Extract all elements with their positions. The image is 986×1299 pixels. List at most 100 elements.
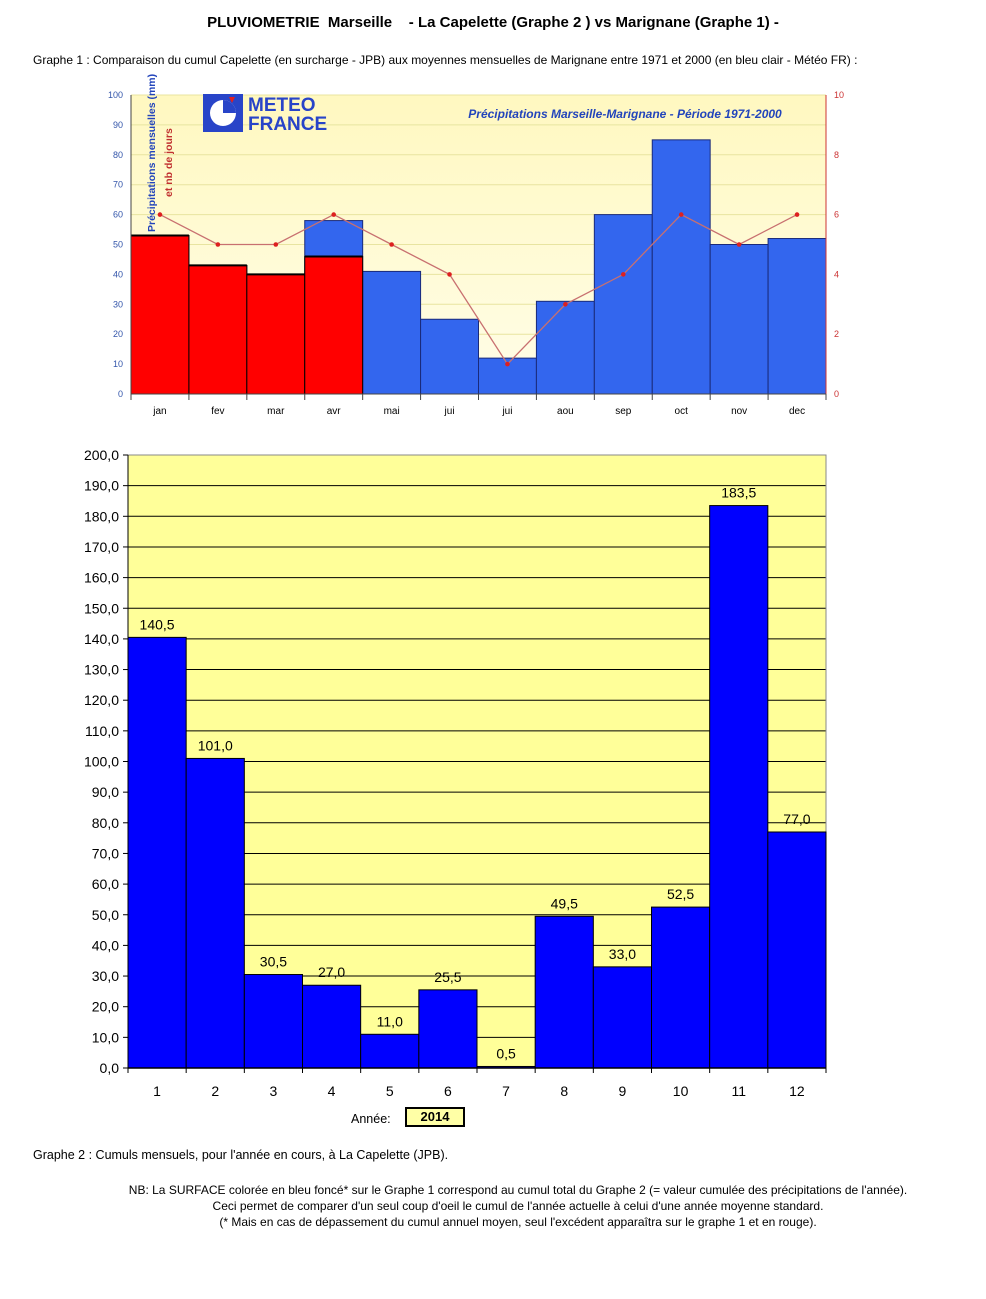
chart1-days-point (794, 212, 800, 217)
chart1-x-label: oct (675, 406, 689, 417)
chart1-bar-average (651, 139, 711, 395)
chart2-x-label: 1 (153, 1083, 161, 1099)
page-title: PLUVIOMETRIE Marseille - La Capelette (G… (207, 14, 779, 31)
chart2-ytick-label: 130,0 (84, 662, 119, 678)
chart1-days-point (736, 242, 742, 247)
chart2-ytick-label: 180,0 (84, 508, 119, 524)
chart1-ytick-label: 30 (113, 299, 123, 309)
chart2-x-label: 2 (211, 1083, 219, 1099)
chart2-x-label: 9 (619, 1083, 627, 1099)
chart1-bar-capelette-overlay (188, 264, 248, 395)
chart2-ytick-label: 10,0 (92, 1029, 119, 1045)
chart2-ytick-label: 90,0 (92, 784, 119, 800)
chart1-y2tick-label: 2 (834, 329, 839, 339)
chart2-x-label: 3 (270, 1083, 278, 1099)
chart2-x-label: 5 (386, 1083, 394, 1099)
chart2-value-label: 30,5 (260, 954, 287, 970)
chart1-x-label: avr (327, 406, 342, 417)
chart1-days-point (678, 212, 684, 217)
chart2-bar (127, 636, 187, 1069)
chart2-ytick-label: 190,0 (84, 478, 119, 494)
nb-line-3: (* Mais en cas de dépassement du cumul a… (219, 1215, 817, 1229)
chart2-ytick-label: 200,0 (84, 447, 119, 463)
chart2-value-label: 11,0 (377, 1013, 403, 1029)
chart2-bar (185, 757, 245, 1069)
chart1-days-point (215, 242, 221, 247)
chart1-title: Précipitations Marseille-Marignane - Pér… (468, 107, 782, 121)
chart2-value-label: 77,0 (783, 811, 810, 827)
logo-line2: FRANCE (248, 114, 327, 135)
chart2-value-label: 33,0 (609, 946, 636, 962)
chart1-ytick-label: 50 (113, 240, 123, 250)
chart1-ylabel-part1: Précipitations mensuelles (mm) (146, 74, 158, 232)
chart2-x-label: 10 (673, 1083, 689, 1099)
chart1-bar-average (767, 238, 827, 395)
chart1-days-point (331, 212, 337, 217)
chart1-days-point (563, 302, 568, 307)
logo-line1: METEO (248, 95, 316, 116)
chart1-days-point (447, 272, 452, 277)
chart2-ytick-label: 80,0 (92, 815, 119, 831)
chart1-ytick-label: 80 (113, 150, 123, 160)
chart2-bar (709, 505, 769, 1069)
chart2-bar (476, 1065, 536, 1069)
annee-value[interactable]: 2014 (405, 1107, 465, 1127)
chart1-bar-capelette-overlay (304, 255, 364, 395)
chart2-bar (418, 989, 478, 1069)
chart2-x-label: 6 (444, 1083, 452, 1099)
chart1-bar-average (593, 214, 653, 395)
chart2-ytick-label: 110,0 (85, 723, 119, 739)
chart2-ytick-label: 140,0 (84, 631, 119, 647)
chart2-value-label: 27,0 (318, 964, 345, 980)
chart2-bar (651, 906, 711, 1069)
nb-line-2: Ceci permet de comparer d'un seul coup d… (212, 1199, 824, 1213)
chart2-value-label: 0,5 (496, 1045, 516, 1061)
chart2-ytick-label: 120,0 (84, 692, 119, 708)
chart1-ytick-label: 0 (118, 389, 123, 399)
chart1-ytick-label: 20 (113, 329, 123, 339)
chart2-value-label: 101,0 (198, 737, 233, 753)
chart2-plot-area (128, 455, 826, 1068)
chart2-ytick-label: 0,0 (100, 1060, 120, 1076)
chart1-bar-average (420, 318, 480, 395)
chart2-ytick-label: 40,0 (92, 937, 119, 953)
chart1-days-point (505, 361, 510, 367)
chart1-x-label: dec (789, 406, 805, 417)
chart1-y2tick-label: 0 (834, 389, 839, 399)
chart1-ytick-label: 40 (113, 269, 123, 279)
chart2-x-label: 7 (502, 1083, 510, 1099)
chart1-x-label: nov (731, 406, 747, 417)
chart2-ytick-label: 100,0 (84, 754, 119, 770)
chart1-ytick-label: 60 (113, 210, 123, 220)
chart1-ytick-label: 90 (113, 120, 123, 130)
graph2-caption: Graphe 2 : Cumuls mensuels, pour l'année… (33, 1148, 449, 1162)
chart2-value-label: 52,5 (667, 886, 694, 902)
chart1-x-label: jui (444, 406, 455, 417)
chart2-x-label: 11 (731, 1083, 746, 1099)
chart2-value-label: 25,5 (434, 969, 461, 985)
chart2-x-label: 4 (328, 1083, 336, 1099)
chart2-value-label: 140,5 (140, 616, 175, 632)
chart2-plot-border (127, 454, 827, 1069)
chart1-y2tick-label: 4 (834, 269, 839, 279)
chart1-ylabel-part2: et nb de jours (163, 128, 175, 197)
meteo-france-logo: METEO FRANCE (203, 94, 327, 135)
chart1-x-label: aou (557, 406, 574, 417)
chart2-ytick-label: 60,0 (92, 876, 119, 892)
chart1-y2tick-label: 6 (834, 210, 839, 220)
chart1-x-label: jan (152, 406, 166, 417)
chart1-bar-average (709, 244, 769, 395)
chart2-ytick-label: 30,0 (92, 968, 119, 984)
chart2-x-label: 8 (560, 1083, 568, 1099)
chart1-ytick-label: 10 (113, 359, 123, 369)
chart1-x-label: sep (615, 406, 632, 417)
nb-note: NB: La SURFACE colorée en bleu foncé* su… (30, 1182, 986, 1230)
chart1-x-label: mar (267, 406, 285, 417)
chart1-x-label: jui (501, 406, 512, 417)
chart2-bar (360, 1033, 420, 1069)
chart2-ytick-label: 20,0 (92, 999, 119, 1015)
chart2-bar (592, 966, 652, 1069)
chart2-ytick-label: 50,0 (92, 907, 119, 923)
annee-label: Année: (351, 1112, 391, 1126)
chart1-days-point (273, 242, 279, 247)
